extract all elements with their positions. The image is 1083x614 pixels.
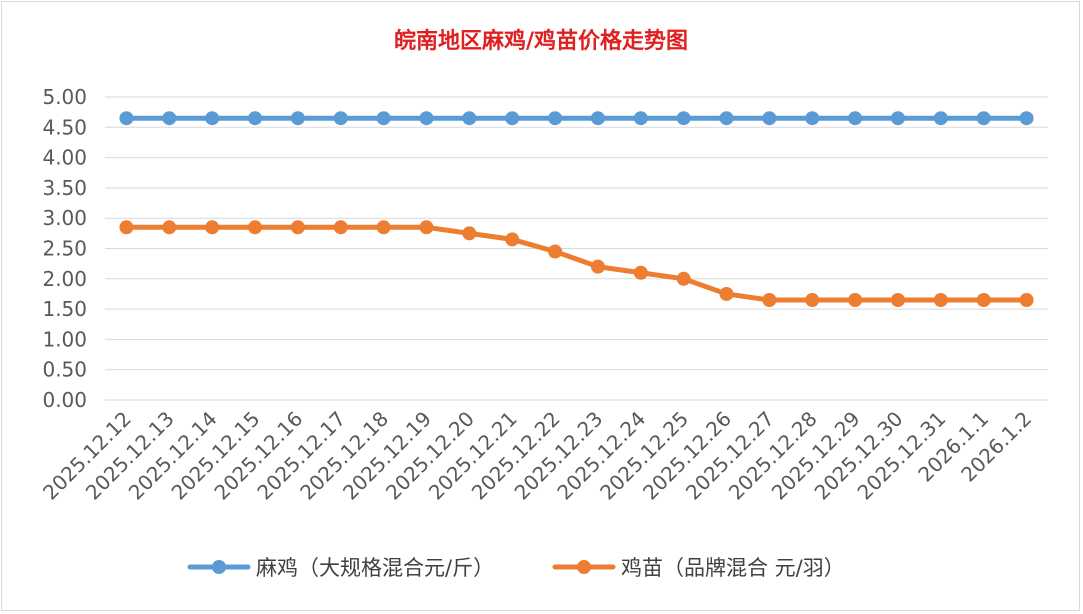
data-point[interactable] (248, 111, 263, 126)
data-point[interactable] (676, 271, 691, 286)
legend-marker-0 (212, 560, 226, 574)
y-tick-label: 2.00 (42, 267, 87, 291)
data-point[interactable] (633, 111, 648, 126)
data-point[interactable] (848, 293, 863, 308)
data-point[interactable] (376, 220, 391, 235)
data-point[interactable] (333, 220, 348, 235)
y-tick-label: 3.00 (42, 206, 87, 230)
data-point[interactable] (290, 111, 305, 126)
data-point[interactable] (976, 111, 991, 126)
data-point[interactable] (805, 293, 820, 308)
data-point[interactable] (419, 220, 434, 235)
x-axis-ticks: 2025.12.122025.12.132025.12.142025.12.15… (38, 407, 1036, 505)
data-point[interactable] (205, 111, 220, 126)
series-1 (119, 220, 1034, 308)
data-point[interactable] (1019, 293, 1034, 308)
data-point[interactable] (590, 111, 605, 126)
data-point[interactable] (505, 232, 520, 247)
data-point[interactable] (290, 220, 305, 235)
data-point[interactable] (205, 220, 220, 235)
data-point[interactable] (419, 111, 434, 126)
gridlines (105, 96, 1048, 401)
data-point[interactable] (333, 111, 348, 126)
data-point[interactable] (119, 111, 134, 126)
data-point[interactable] (719, 286, 734, 301)
data-point[interactable] (762, 111, 777, 126)
legend-marker-1 (577, 560, 591, 574)
data-point[interactable] (590, 259, 605, 274)
series-line-1 (123, 224, 1030, 303)
data-point[interactable] (762, 293, 777, 308)
data-point[interactable] (719, 111, 734, 126)
data-point[interactable] (933, 293, 948, 308)
y-tick-label: 0.50 (42, 358, 87, 382)
y-tick-label: 1.00 (42, 327, 87, 351)
chart-title: 皖南地区麻鸡/鸡苗价格走势图 (394, 28, 688, 54)
series-0 (119, 111, 1034, 126)
data-point[interactable] (848, 111, 863, 126)
data-point[interactable] (548, 111, 563, 126)
y-axis-ticks: 0.00 0.50 1.00 1.50 2.00 2.50 3.00 3.50 4.00 4.50… (42, 85, 87, 412)
data-point[interactable] (376, 111, 391, 126)
y-tick-label: 1.50 (42, 297, 87, 321)
legend-item-1[interactable]: 鸡苗（品牌混合 元/羽） (552, 556, 845, 580)
legend: 麻鸡（大规格混合元/斤） 鸡苗（品牌混合 元/羽） (187, 556, 845, 580)
data-point[interactable] (1019, 111, 1034, 126)
data-point[interactable] (462, 226, 477, 241)
data-point[interactable] (119, 220, 134, 235)
data-point[interactable] (633, 265, 648, 280)
legend-item-0[interactable]: 麻鸡（大规格混合元/斤） (187, 556, 494, 580)
data-point[interactable] (890, 111, 905, 126)
legend-label-1: 鸡苗（品牌混合 元/羽） (621, 556, 845, 580)
data-point[interactable] (890, 293, 905, 308)
y-tick-label: 2.50 (42, 237, 87, 261)
data-point[interactable] (248, 220, 263, 235)
data-point[interactable] (462, 111, 477, 126)
y-tick-label: 5.00 (42, 85, 87, 109)
data-point[interactable] (162, 220, 177, 235)
legend-label-0: 麻鸡（大规格混合元/斤） (256, 556, 494, 580)
data-point[interactable] (548, 244, 563, 259)
data-point[interactable] (805, 111, 820, 126)
data-point[interactable] (976, 293, 991, 308)
series-group (119, 111, 1034, 308)
y-tick-label: 3.50 (42, 176, 87, 200)
data-point[interactable] (505, 111, 520, 126)
y-tick-label: 0.00 (42, 388, 87, 412)
data-point[interactable] (676, 111, 691, 126)
data-point[interactable] (162, 111, 177, 126)
data-point[interactable] (933, 111, 948, 126)
y-tick-label: 4.00 (42, 146, 87, 170)
y-tick-label: 4.50 (42, 115, 87, 139)
